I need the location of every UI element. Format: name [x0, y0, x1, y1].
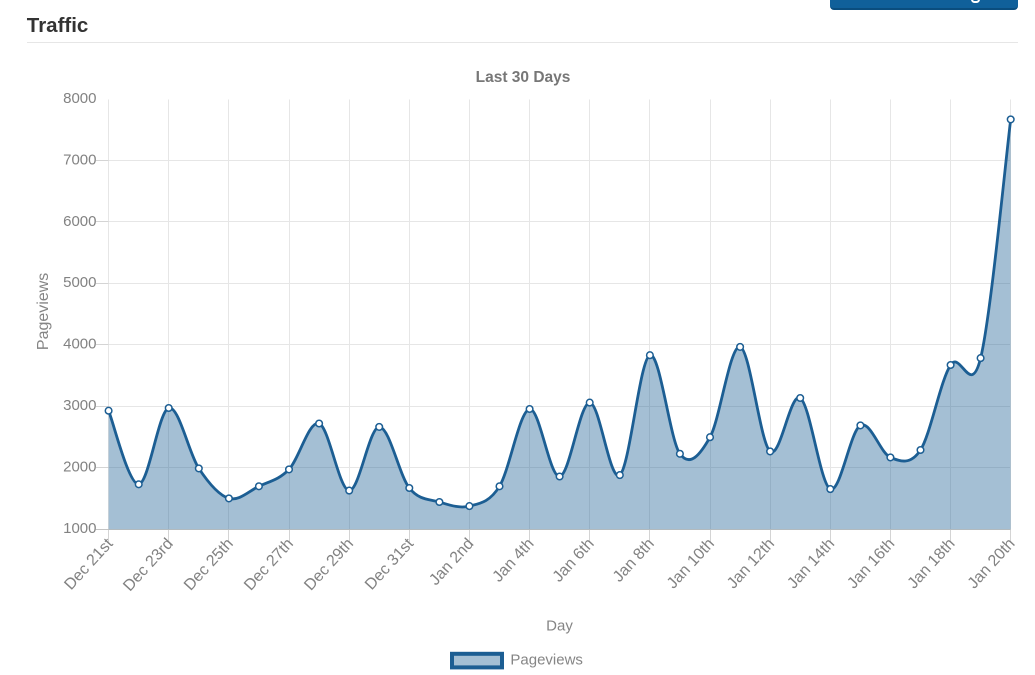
svg-text:Pageviews: Pageviews	[510, 651, 583, 668]
svg-text:1000: 1000	[63, 520, 96, 537]
svg-text:Jan 8th: Jan 8th	[610, 535, 658, 585]
svg-text:Dec 23rd: Dec 23rd	[120, 535, 176, 594]
svg-text:Jan 18th: Jan 18th	[905, 535, 959, 592]
svg-text:Jan 20th: Jan 20th	[965, 535, 1019, 592]
svg-text:Jan 4th: Jan 4th	[490, 535, 538, 585]
svg-text:7000: 7000	[63, 151, 96, 168]
svg-text:Jan 6th: Jan 6th	[550, 535, 598, 585]
svg-text:4000: 4000	[63, 336, 96, 353]
svg-text:Dec 21st: Dec 21st	[61, 535, 117, 593]
svg-text:5000: 5000	[63, 274, 96, 291]
svg-text:Dec 25th: Dec 25th	[181, 535, 237, 594]
svg-text:Jan 16th: Jan 16th	[844, 535, 898, 592]
svg-text:3000: 3000	[63, 397, 96, 414]
svg-text:Jan 14th: Jan 14th	[784, 535, 838, 592]
svg-text:Dec 31st: Dec 31st	[362, 535, 418, 593]
svg-text:Last 30 Days: Last 30 Days	[476, 69, 571, 86]
svg-text:Jan 12th: Jan 12th	[724, 535, 778, 592]
svg-text:Dec 29th: Dec 29th	[301, 535, 357, 594]
svg-text:6000: 6000	[63, 213, 96, 230]
svg-text:8000: 8000	[63, 90, 96, 107]
svg-text:Jan 2nd: Jan 2nd	[426, 535, 477, 588]
svg-text:2000: 2000	[63, 459, 96, 476]
svg-text:Jan 10th: Jan 10th	[664, 535, 718, 592]
svg-text:Pageviews: Pageviews	[35, 273, 52, 350]
svg-text:Day: Day	[546, 618, 573, 635]
svg-text:Dec 27th: Dec 27th	[241, 535, 297, 594]
